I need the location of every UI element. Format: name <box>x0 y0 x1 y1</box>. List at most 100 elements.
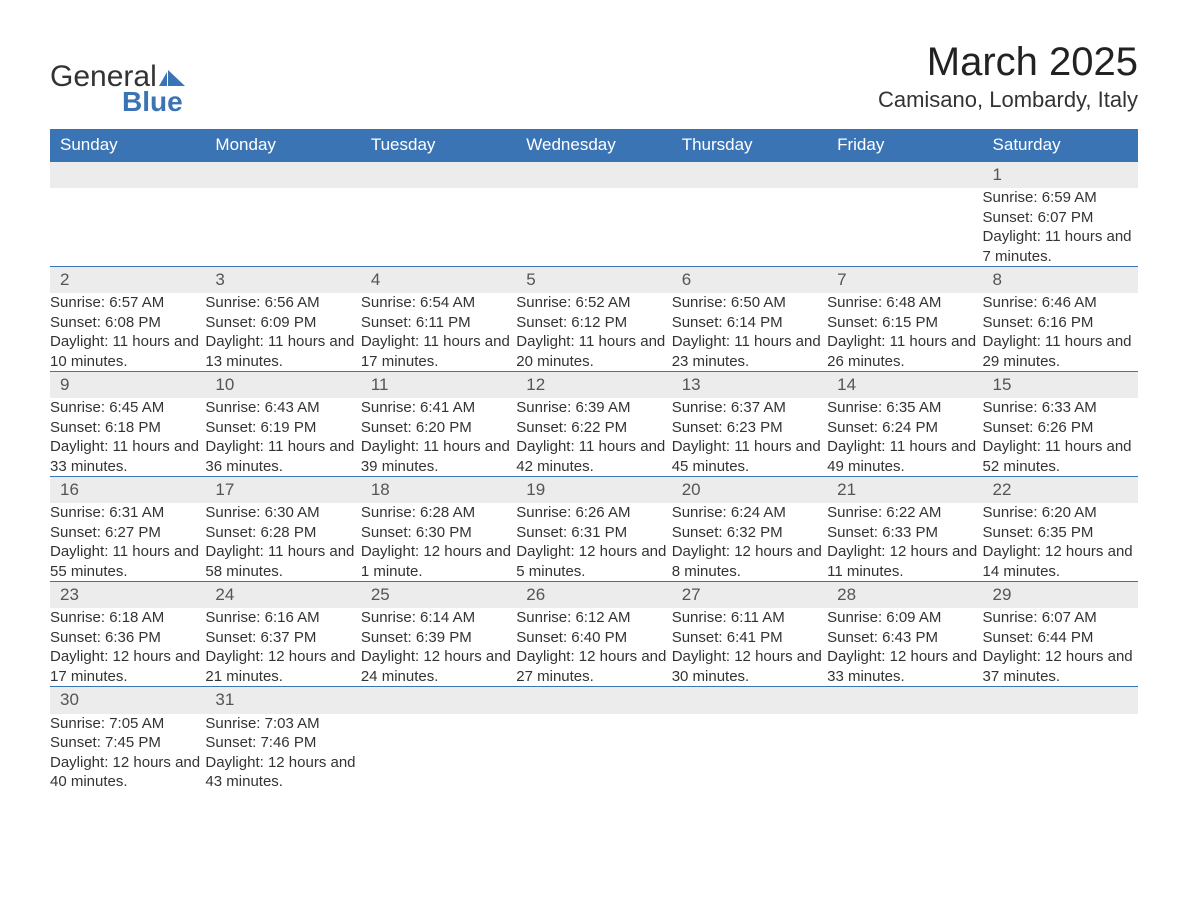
day-number: 9 <box>50 372 205 398</box>
sunrise-text: Sunrise: 6:41 AM <box>361 398 516 418</box>
daylight-text: Daylight: 12 hours and 33 minutes. <box>827 647 982 686</box>
calendar-week-daynum-row: 9101112131415 <box>50 372 1138 399</box>
calendar-detail-cell: Sunrise: 6:56 AMSunset: 6:09 PMDaylight:… <box>205 293 360 372</box>
sunrise-text: Sunrise: 6:46 AM <box>983 293 1138 313</box>
calendar-daynum-cell <box>672 687 827 714</box>
calendar-detail-cell: Sunrise: 6:26 AMSunset: 6:31 PMDaylight:… <box>516 503 671 582</box>
daylight-text: Daylight: 12 hours and 30 minutes. <box>672 647 827 686</box>
sunrise-text: Sunrise: 6:30 AM <box>205 503 360 523</box>
calendar-daynum-cell: 3 <box>205 267 360 294</box>
weekday-header-row: SundayMondayTuesdayWednesdayThursdayFrid… <box>50 129 1138 162</box>
weekday-header: Saturday <box>983 129 1138 162</box>
day-number: 1 <box>983 162 1138 188</box>
day-number: 21 <box>827 477 982 503</box>
day-number: 25 <box>361 582 516 608</box>
calendar-daynum-cell: 7 <box>827 267 982 294</box>
calendar-detail-cell: Sunrise: 6:31 AMSunset: 6:27 PMDaylight:… <box>50 503 205 582</box>
calendar-detail-cell: Sunrise: 6:45 AMSunset: 6:18 PMDaylight:… <box>50 398 205 477</box>
day-number: 16 <box>50 477 205 503</box>
calendar-detail-cell: Sunrise: 6:37 AMSunset: 6:23 PMDaylight:… <box>672 398 827 477</box>
calendar-detail-cell <box>672 714 827 792</box>
sunset-text: Sunset: 7:45 PM <box>50 733 205 753</box>
calendar-detail-cell: Sunrise: 6:48 AMSunset: 6:15 PMDaylight:… <box>827 293 982 372</box>
calendar-daynum-cell <box>672 162 827 189</box>
calendar-detail-cell: Sunrise: 6:12 AMSunset: 6:40 PMDaylight:… <box>516 608 671 687</box>
daylight-text: Daylight: 12 hours and 1 minute. <box>361 542 516 581</box>
sunrise-text: Sunrise: 6:09 AM <box>827 608 982 628</box>
calendar-daynum-cell <box>983 687 1138 714</box>
sunrise-text: Sunrise: 6:20 AM <box>983 503 1138 523</box>
day-number: 15 <box>983 372 1138 398</box>
calendar-detail-cell: Sunrise: 6:20 AMSunset: 6:35 PMDaylight:… <box>983 503 1138 582</box>
logo: General Blue <box>50 60 185 118</box>
daylight-text: Daylight: 11 hours and 10 minutes. <box>50 332 205 371</box>
calendar-daynum-cell <box>827 687 982 714</box>
calendar-daynum-cell: 25 <box>361 582 516 609</box>
sunrise-text: Sunrise: 6:59 AM <box>983 188 1138 208</box>
calendar-daynum-cell: 19 <box>516 477 671 504</box>
calendar-detail-cell: Sunrise: 6:41 AMSunset: 6:20 PMDaylight:… <box>361 398 516 477</box>
calendar-week-detail-row: Sunrise: 6:18 AMSunset: 6:36 PMDaylight:… <box>50 608 1138 687</box>
calendar-daynum-cell: 9 <box>50 372 205 399</box>
calendar-week-daynum-row: 2345678 <box>50 267 1138 294</box>
day-number: 8 <box>983 267 1138 293</box>
day-number: 13 <box>672 372 827 398</box>
day-number: 10 <box>205 372 360 398</box>
calendar-week-detail-row: Sunrise: 6:57 AMSunset: 6:08 PMDaylight:… <box>50 293 1138 372</box>
sunset-text: Sunset: 6:33 PM <box>827 523 982 543</box>
calendar-daynum-cell: 1 <box>983 162 1138 189</box>
calendar-daynum-cell: 18 <box>361 477 516 504</box>
calendar-daynum-cell: 20 <box>672 477 827 504</box>
sunrise-text: Sunrise: 6:16 AM <box>205 608 360 628</box>
calendar-daynum-cell: 11 <box>361 372 516 399</box>
sunrise-text: Sunrise: 6:37 AM <box>672 398 827 418</box>
calendar-detail-cell <box>827 188 982 267</box>
calendar-detail-cell <box>516 714 671 792</box>
daylight-text: Daylight: 11 hours and 55 minutes. <box>50 542 205 581</box>
calendar-daynum-cell <box>205 162 360 189</box>
sunrise-text: Sunrise: 6:18 AM <box>50 608 205 628</box>
calendar-daynum-cell: 12 <box>516 372 671 399</box>
calendar-detail-cell: Sunrise: 6:39 AMSunset: 6:22 PMDaylight:… <box>516 398 671 477</box>
calendar-daynum-cell: 13 <box>672 372 827 399</box>
calendar-week-detail-row: Sunrise: 7:05 AMSunset: 7:45 PMDaylight:… <box>50 714 1138 792</box>
sunset-text: Sunset: 7:46 PM <box>205 733 360 753</box>
sunset-text: Sunset: 6:14 PM <box>672 313 827 333</box>
calendar-daynum-cell <box>827 162 982 189</box>
calendar-daynum-cell: 16 <box>50 477 205 504</box>
calendar-week-detail-row: Sunrise: 6:31 AMSunset: 6:27 PMDaylight:… <box>50 503 1138 582</box>
calendar-daynum-cell: 4 <box>361 267 516 294</box>
calendar-daynum-cell: 22 <box>983 477 1138 504</box>
day-number: 2 <box>50 267 205 293</box>
calendar-detail-cell: Sunrise: 6:33 AMSunset: 6:26 PMDaylight:… <box>983 398 1138 477</box>
calendar-daynum-cell <box>361 687 516 714</box>
calendar-detail-cell: Sunrise: 6:28 AMSunset: 6:30 PMDaylight:… <box>361 503 516 582</box>
sunrise-text: Sunrise: 6:28 AM <box>361 503 516 523</box>
calendar-detail-cell: Sunrise: 6:57 AMSunset: 6:08 PMDaylight:… <box>50 293 205 372</box>
sunset-text: Sunset: 6:35 PM <box>983 523 1138 543</box>
calendar-daynum-cell: 5 <box>516 267 671 294</box>
daylight-text: Daylight: 12 hours and 11 minutes. <box>827 542 982 581</box>
sunset-text: Sunset: 6:15 PM <box>827 313 982 333</box>
day-number: 27 <box>672 582 827 608</box>
daylight-text: Daylight: 12 hours and 21 minutes. <box>205 647 360 686</box>
sunset-text: Sunset: 6:40 PM <box>516 628 671 648</box>
calendar-daynum-cell <box>516 162 671 189</box>
page-title: March 2025 <box>878 40 1138 85</box>
day-number: 12 <box>516 372 671 398</box>
calendar-detail-cell: Sunrise: 6:22 AMSunset: 6:33 PMDaylight:… <box>827 503 982 582</box>
calendar-week-daynum-row: 3031 <box>50 687 1138 714</box>
daylight-text: Daylight: 11 hours and 49 minutes. <box>827 437 982 476</box>
day-number: 3 <box>205 267 360 293</box>
calendar-daynum-cell: 8 <box>983 267 1138 294</box>
calendar-detail-cell: Sunrise: 6:07 AMSunset: 6:44 PMDaylight:… <box>983 608 1138 687</box>
sunset-text: Sunset: 6:43 PM <box>827 628 982 648</box>
sunrise-text: Sunrise: 6:22 AM <box>827 503 982 523</box>
sunset-text: Sunset: 6:08 PM <box>50 313 205 333</box>
daylight-text: Daylight: 12 hours and 40 minutes. <box>50 753 205 792</box>
sunset-text: Sunset: 6:24 PM <box>827 418 982 438</box>
daylight-text: Daylight: 12 hours and 8 minutes. <box>672 542 827 581</box>
sunrise-text: Sunrise: 6:24 AM <box>672 503 827 523</box>
calendar-detail-cell: Sunrise: 6:24 AMSunset: 6:32 PMDaylight:… <box>672 503 827 582</box>
day-number: 6 <box>672 267 827 293</box>
